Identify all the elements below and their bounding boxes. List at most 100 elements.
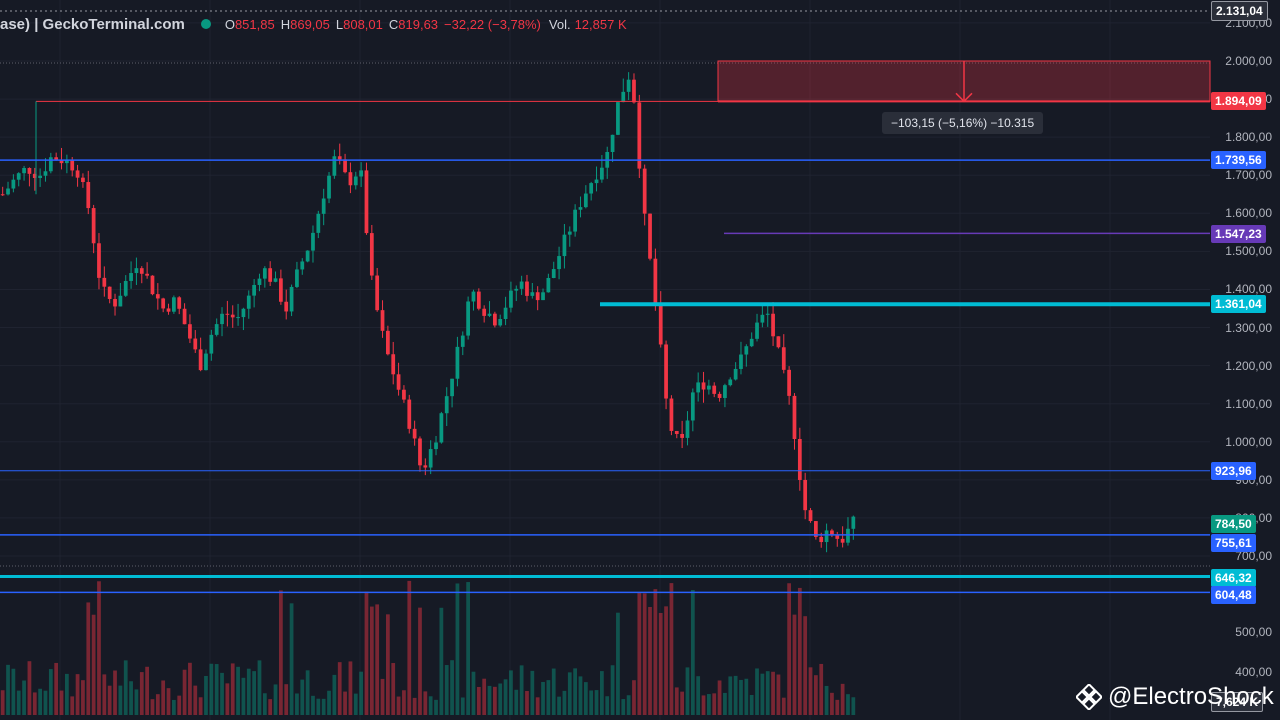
- candle-body: [209, 334, 214, 354]
- volume-bar: [386, 614, 390, 715]
- y-tick: 1.400,00: [1225, 282, 1272, 297]
- candle-body: [396, 374, 401, 390]
- candle-body: [369, 233, 374, 276]
- volume-bar: [600, 671, 604, 715]
- volume-bar: [396, 696, 401, 715]
- candle-body: [482, 308, 487, 316]
- candle-body: [776, 336, 781, 348]
- volume-bar: [814, 675, 818, 715]
- candle-body: [380, 310, 385, 331]
- candle-body: [252, 284, 256, 296]
- volume-bar: [241, 677, 246, 715]
- candle-body: [466, 301, 470, 336]
- volume-bar: [476, 686, 481, 715]
- open-label: O: [224, 16, 235, 32]
- volume-bar: [642, 593, 647, 715]
- volume-bar: [444, 665, 449, 715]
- volume-bar: [840, 683, 845, 715]
- volume-bar: [744, 678, 749, 715]
- price-tag-red: 1.894,09: [1211, 92, 1266, 110]
- volume-bar: [412, 697, 417, 715]
- volume-bar: [332, 674, 337, 715]
- y-tick: 1.600,00: [1225, 206, 1272, 221]
- candle-body: [343, 159, 347, 173]
- candle-body: [648, 213, 652, 259]
- candle-body: [204, 353, 208, 371]
- candle-body: [664, 344, 668, 399]
- volume-bar: [835, 699, 840, 715]
- candle-body: [364, 170, 369, 234]
- candle-body: [48, 157, 53, 172]
- candle-body: [118, 295, 123, 307]
- candle-body: [134, 268, 139, 274]
- candle-body: [616, 102, 620, 135]
- y-tick: 1.800,00: [1225, 130, 1272, 145]
- candle-body: [182, 308, 187, 325]
- candle-body: [498, 318, 503, 326]
- volume-bar: [803, 616, 808, 715]
- candle-body: [530, 292, 535, 296]
- close-label: C: [388, 16, 399, 32]
- candle-body: [583, 193, 588, 208]
- volume-tick: 400,00: [1235, 665, 1272, 679]
- volume-bar: [316, 698, 321, 715]
- candle-body: [680, 433, 684, 438]
- price-tag-cyan: 646,32: [1211, 569, 1256, 587]
- candle-body: [765, 313, 770, 315]
- candle-body: [846, 528, 850, 543]
- candle-body: [113, 298, 117, 307]
- candle-body: [97, 243, 101, 278]
- candle-body: [626, 79, 631, 92]
- candle-body: [707, 385, 711, 390]
- candle-body: [0, 194, 5, 196]
- price-tag-dark: 7,624 K: [1211, 692, 1264, 712]
- volume-bar: [262, 693, 267, 715]
- close-value: 819,63: [398, 16, 439, 32]
- volume-bar: [509, 670, 513, 715]
- price-axis[interactable]: 2.100,002.000,001.900,001.800,001.700,00…: [1210, 0, 1280, 720]
- volume-bar: [102, 674, 107, 715]
- candle-body: [819, 536, 824, 543]
- volume-bar: [455, 583, 460, 715]
- volume-bar: [605, 696, 610, 715]
- volume-bar: [739, 679, 743, 715]
- candle-body: [289, 286, 294, 312]
- volume-bar: [236, 666, 240, 715]
- candle-body: [487, 313, 492, 316]
- candle-body: [797, 439, 802, 480]
- symbol-title[interactable]: ase) | GeckoTerminal.com: [0, 15, 185, 33]
- volume-bar: [359, 671, 363, 715]
- candle-body: [337, 156, 342, 160]
- volume-bar: [594, 690, 599, 715]
- y-tick: 1.500,00: [1225, 244, 1272, 259]
- y-tick: 1.100,00: [1225, 396, 1272, 411]
- candle-body: [65, 160, 69, 164]
- candle-body: [198, 349, 203, 371]
- volume-bar: [139, 672, 144, 715]
- candle-body: [578, 207, 583, 210]
- candle-body: [172, 297, 176, 312]
- volume-bar: [348, 661, 353, 715]
- candle-body: [621, 91, 626, 103]
- volume-bar: [498, 683, 503, 715]
- volume-bar: [658, 612, 663, 715]
- candle-body: [150, 275, 155, 295]
- measure-tooltip: −103,15 (−5,16%) −10.315: [882, 112, 1044, 134]
- candle-body: [38, 175, 42, 178]
- volume-bar: [466, 582, 470, 715]
- candle-body: [642, 168, 647, 214]
- candle-body: [637, 102, 642, 169]
- volume-bar: [193, 685, 198, 715]
- chart-legend: ase) | GeckoTerminal.com O 851,85 H 869,05…: [0, 14, 633, 34]
- candle-body: [476, 291, 481, 309]
- volume-bar: [246, 668, 251, 715]
- volume-bar: [134, 689, 139, 715]
- volume-bar: [113, 670, 117, 715]
- y-tick: 1.000,00: [1225, 434, 1272, 449]
- status-dot-icon: [200, 19, 211, 29]
- volume-tick: 500,00: [1235, 625, 1272, 639]
- price-tag-purple: 1.547,23: [1211, 225, 1266, 243]
- volume-bar: [578, 676, 583, 715]
- volume-bar: [808, 667, 813, 715]
